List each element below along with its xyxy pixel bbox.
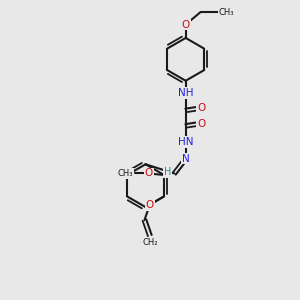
Text: O: O <box>145 169 153 178</box>
Text: O: O <box>182 20 190 30</box>
Text: CH₃: CH₃ <box>118 169 133 178</box>
Text: O: O <box>197 103 205 113</box>
Text: N: N <box>182 154 190 164</box>
Text: H: H <box>164 167 172 177</box>
Text: O: O <box>146 200 154 210</box>
Text: NH: NH <box>178 88 194 98</box>
Text: O: O <box>197 118 205 128</box>
Text: CH₃: CH₃ <box>218 8 234 16</box>
Text: HN: HN <box>178 137 194 147</box>
Text: CH₂: CH₂ <box>142 238 158 247</box>
